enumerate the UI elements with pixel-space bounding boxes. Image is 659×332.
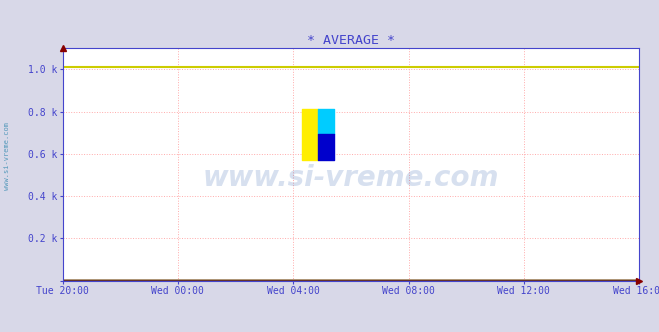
Text: www.si-vreme.com: www.si-vreme.com <box>3 122 10 190</box>
Text: www.si-vreme.com: www.si-vreme.com <box>203 164 499 192</box>
Title: * AVERAGE *: * AVERAGE * <box>307 34 395 47</box>
